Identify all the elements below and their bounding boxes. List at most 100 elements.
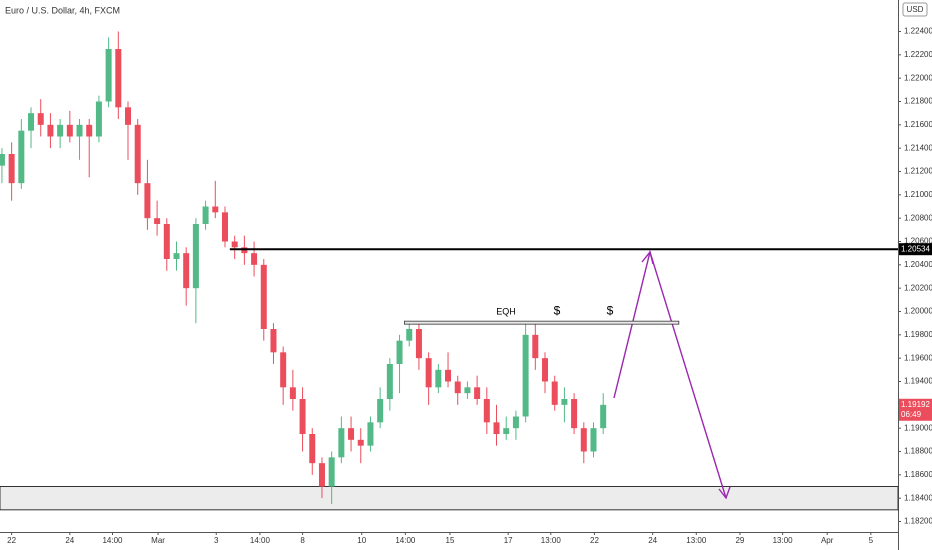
candle-body	[551, 381, 558, 405]
candle-body	[134, 124, 141, 184]
candle-body	[318, 463, 325, 487]
chart-title: Euro / U.S. Dollar, 4h, FXCM	[5, 5, 120, 15]
x-tick-label: Apr	[821, 536, 834, 545]
y-tick-label: 1.20000	[904, 307, 932, 316]
candle-body	[445, 369, 452, 382]
candle-body	[221, 212, 228, 242]
candle-body	[309, 434, 316, 464]
candle-body	[406, 329, 413, 341]
x-tick-label: 14:00	[102, 536, 123, 545]
liquidity-mark: $	[607, 303, 614, 317]
y-tick-label: 1.21200	[904, 167, 932, 176]
candle-body	[542, 358, 549, 382]
candle-body	[386, 364, 393, 399]
candle-body	[415, 329, 422, 359]
x-tick-label: 17	[504, 536, 513, 545]
candle-body	[95, 101, 102, 137]
candle-body	[0, 154, 5, 166]
candle-body	[600, 404, 607, 429]
candle-body	[454, 381, 461, 394]
candle-body	[299, 399, 306, 434]
x-tick-label: 15	[446, 536, 455, 545]
candle-body	[289, 387, 296, 399]
x-tick-label: Mar	[151, 536, 165, 545]
candle-body	[47, 124, 54, 137]
y-tick-label: 1.19800	[904, 330, 932, 339]
candle-body	[241, 247, 248, 254]
candle-body	[357, 439, 364, 446]
candle-body	[86, 124, 93, 137]
y-tick-label: 1.20600	[904, 237, 932, 246]
candle-body	[115, 49, 122, 108]
candle-body	[483, 399, 490, 423]
y-tick-label: 1.21000	[904, 190, 932, 199]
candle-body	[260, 264, 267, 329]
y-tick-label: 1.18600	[904, 470, 932, 479]
candle-body	[396, 340, 403, 364]
x-tick-label: 13:00	[773, 536, 794, 545]
candle-body	[503, 428, 510, 434]
resistance-label: 1.20534	[901, 244, 930, 253]
x-tick-label: 24	[65, 536, 74, 545]
candle-body	[474, 387, 481, 399]
eqh-line	[403, 320, 680, 325]
currency-label: USD	[907, 5, 924, 14]
candle-body	[231, 241, 238, 248]
last-price-label: 1.19192	[901, 400, 930, 409]
x-tick-label: 10	[357, 536, 366, 545]
candle-body	[37, 113, 44, 125]
candle-body	[105, 49, 112, 102]
candle-body	[251, 253, 258, 265]
candle-body	[580, 428, 587, 452]
y-tick-label: 1.20800	[904, 213, 932, 222]
arrow-head	[718, 486, 731, 500]
candle-body	[125, 107, 132, 125]
y-tick-label: 1.21800	[904, 97, 932, 106]
x-tick-label: 14:00	[250, 536, 271, 545]
candle-body	[8, 154, 15, 184]
candle-body	[522, 334, 529, 417]
y-tick-label: 1.19000	[904, 423, 932, 432]
y-tick-label: 1.20200	[904, 283, 932, 292]
x-tick-label: 3	[214, 536, 219, 545]
currency-box	[902, 2, 928, 17]
candle-body	[464, 387, 471, 394]
y-tick-label: 1.22400	[904, 27, 932, 36]
candle-body	[377, 399, 384, 423]
resistance-label-bg	[899, 243, 932, 256]
x-tick-label: 13:00	[541, 536, 562, 545]
x-tick-label: 13:00	[686, 536, 707, 545]
eqh-label: EQH	[496, 307, 516, 317]
candle-body	[57, 124, 64, 137]
candle-body	[367, 422, 374, 446]
candle-body	[202, 206, 209, 224]
y-tick-label: 1.22000	[904, 73, 932, 82]
arrow-head	[641, 250, 654, 265]
y-tick-label: 1.18400	[904, 493, 932, 502]
candle-body	[425, 358, 432, 388]
candle-body	[590, 428, 597, 452]
last-price-bg	[899, 398, 932, 421]
y-tick-label: 1.18200	[904, 517, 932, 526]
y-tick-label: 1.22200	[904, 50, 932, 59]
liquidity-mark: $	[554, 303, 561, 317]
x-tick-label: 29	[735, 536, 744, 545]
candle-body	[532, 334, 539, 359]
candle-body	[183, 253, 190, 289]
x-tick-label: 5	[869, 536, 874, 545]
candle-body	[571, 399, 578, 429]
y-tick-label: 1.21400	[904, 143, 932, 152]
candle-body	[435, 369, 442, 388]
candle-body	[163, 224, 170, 259]
x-tick-label: 22	[590, 536, 599, 545]
x-tick-label: 22	[7, 536, 16, 545]
candle-body	[512, 416, 519, 429]
x-tick-label: 14:00	[395, 536, 416, 545]
candle-body	[280, 352, 287, 388]
candle-body	[66, 124, 73, 137]
candle-body	[192, 224, 199, 289]
candle-body	[270, 329, 277, 353]
candle-body	[28, 113, 35, 131]
candle-body	[348, 428, 355, 440]
